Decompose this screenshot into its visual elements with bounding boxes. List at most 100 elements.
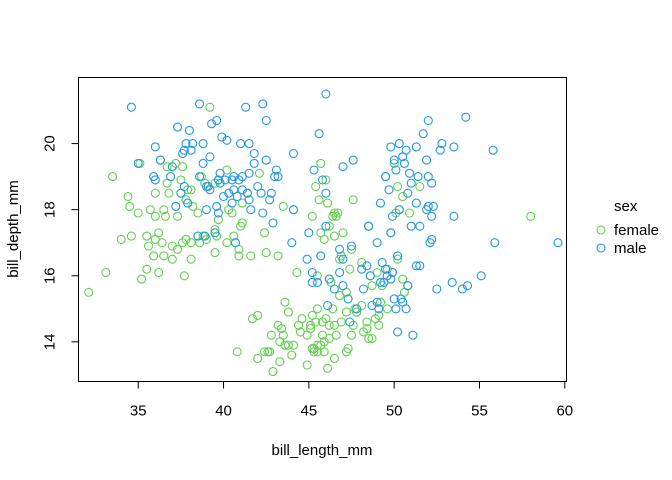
data-point-male xyxy=(265,195,275,205)
data-point-male xyxy=(244,139,254,149)
data-point-female xyxy=(323,198,333,208)
data-point-male xyxy=(386,274,396,284)
data-point-female xyxy=(314,195,324,205)
data-point-male xyxy=(215,168,225,178)
data-point-female xyxy=(142,264,152,274)
data-point-female xyxy=(526,211,536,221)
data-point-female xyxy=(142,231,152,241)
data-point-female xyxy=(346,330,357,340)
data-point-male xyxy=(246,205,256,215)
data-point-female xyxy=(186,254,196,264)
data-point-female xyxy=(172,244,183,254)
data-point-female xyxy=(362,324,372,334)
y-tick-label: 14 xyxy=(42,334,59,351)
data-point-male xyxy=(462,281,473,291)
data-point-female xyxy=(167,254,177,264)
data-point-female xyxy=(159,205,169,215)
data-point-female xyxy=(335,254,345,264)
data-point-female xyxy=(273,251,283,261)
data-point-male xyxy=(227,198,237,208)
data-point-male xyxy=(253,181,263,192)
data-point-male xyxy=(427,178,437,188)
data-point-male xyxy=(372,238,382,248)
data-point-female xyxy=(278,330,288,340)
data-point-male xyxy=(413,172,423,182)
data-point-female xyxy=(415,181,425,192)
data-point-male xyxy=(171,201,181,211)
data-point-male xyxy=(422,155,432,165)
data-point-female xyxy=(375,297,386,307)
data-point-male xyxy=(244,168,254,178)
legend-marker-female xyxy=(596,225,606,235)
data-point-male xyxy=(411,198,421,208)
data-point-male xyxy=(195,99,205,109)
data-point-male xyxy=(399,158,409,168)
data-point-female xyxy=(311,317,321,327)
y-tick-label: 18 xyxy=(42,201,59,218)
data-point-male xyxy=(423,115,433,126)
data-point-female xyxy=(268,367,278,377)
data-point-female xyxy=(398,191,408,202)
data-point-female xyxy=(145,205,155,215)
data-point-female xyxy=(324,221,334,231)
data-point-male xyxy=(428,201,438,211)
data-point-female xyxy=(154,267,164,278)
x-tick-label: 50 xyxy=(386,403,403,420)
data-point-male xyxy=(270,172,280,182)
data-point-male xyxy=(418,129,428,139)
data-point-male xyxy=(314,129,324,139)
data-point-male xyxy=(230,238,241,248)
data-point-male xyxy=(358,284,369,294)
data-point-male xyxy=(213,208,223,218)
data-point-male xyxy=(172,122,183,132)
data-point-female xyxy=(364,333,374,344)
data-point-female xyxy=(312,304,322,314)
data-point-male xyxy=(244,195,254,205)
x-axis: 35 40 45 50 55 60 xyxy=(130,381,573,420)
data-point-male xyxy=(198,158,208,168)
data-point-female xyxy=(331,330,341,340)
data-point-female xyxy=(338,228,348,238)
data-point-male xyxy=(184,125,194,135)
data-point-male xyxy=(411,261,421,271)
data-point-female xyxy=(345,264,355,274)
data-point-male xyxy=(364,221,374,231)
data-point-female xyxy=(178,162,188,172)
data-point-female xyxy=(343,343,353,354)
data-point-female xyxy=(101,267,111,278)
data-point-female xyxy=(312,271,322,281)
data-point-female xyxy=(374,310,384,320)
data-point-female xyxy=(167,241,177,251)
data-point-male xyxy=(338,281,348,291)
data-point-male xyxy=(375,277,386,287)
data-point-male xyxy=(415,261,425,271)
data-point-male xyxy=(249,158,259,168)
data-point-female xyxy=(302,330,312,340)
data-point-male xyxy=(217,132,227,142)
data-point-male xyxy=(389,294,399,304)
data-point-female xyxy=(370,314,380,324)
data-point-female xyxy=(316,158,326,168)
data-point-female xyxy=(348,195,358,205)
data-point-male xyxy=(335,244,345,254)
data-point-male xyxy=(176,188,186,198)
data-point-female xyxy=(150,211,160,221)
data-point-male xyxy=(394,205,404,215)
data-point-female xyxy=(283,307,293,317)
data-point-male xyxy=(384,185,394,195)
data-point-female xyxy=(292,267,302,278)
data-point-female xyxy=(287,350,297,360)
data-point-female xyxy=(157,238,167,248)
data-point-female xyxy=(193,208,203,218)
data-point-male xyxy=(437,139,447,149)
data-point-male xyxy=(389,155,399,165)
data-point-female xyxy=(179,271,189,281)
data-point-male xyxy=(215,178,225,188)
data-point-male xyxy=(352,304,362,314)
data-point-female xyxy=(323,363,333,373)
data-point-male xyxy=(188,139,198,149)
data-point-male xyxy=(343,294,353,304)
data-point-male xyxy=(406,221,416,231)
data-point-male xyxy=(181,139,191,149)
data-point-male xyxy=(375,198,386,208)
